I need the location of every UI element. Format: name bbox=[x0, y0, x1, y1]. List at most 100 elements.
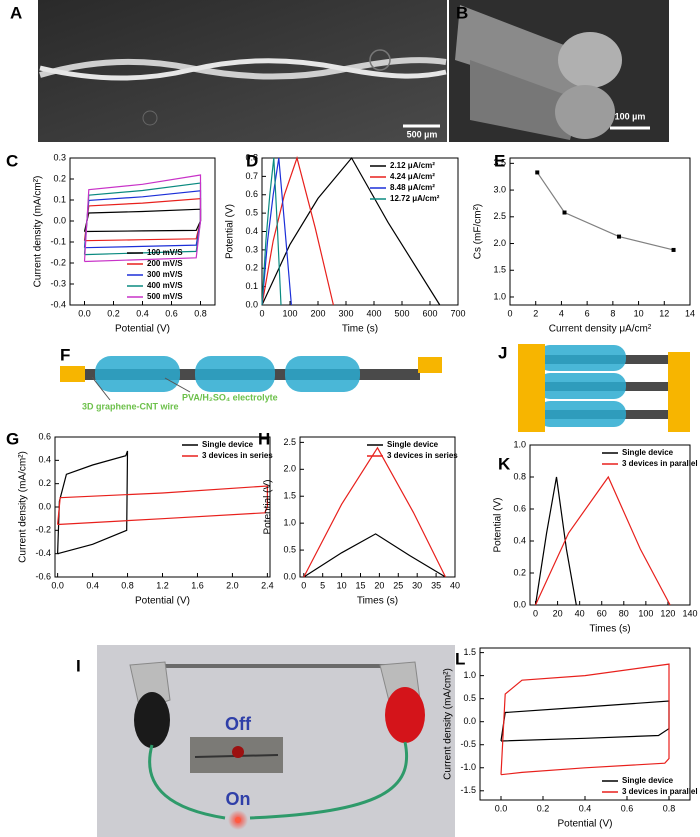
series-line bbox=[261, 155, 334, 306]
legend-label: Single device bbox=[202, 440, 254, 449]
x-tick-label: 0.0 bbox=[495, 803, 508, 813]
x-tick-label: 0.8 bbox=[121, 580, 134, 590]
panel-label: J bbox=[498, 343, 507, 362]
y-tick-label: -0.3 bbox=[50, 278, 66, 288]
x-tick-label: 500 bbox=[394, 308, 409, 318]
panel-label: C bbox=[6, 151, 18, 170]
data-point bbox=[562, 210, 567, 215]
device-diagram-j bbox=[518, 344, 690, 432]
legend-label: 4.24 μA/cm² bbox=[390, 172, 435, 181]
legend-label: 3 devices in series bbox=[387, 451, 458, 460]
y-tick-label: -0.4 bbox=[35, 548, 51, 558]
y-tick-label: 0.2 bbox=[513, 567, 526, 577]
series-line bbox=[83, 174, 202, 263]
y-tick-label: 1.5 bbox=[493, 265, 506, 275]
panel-label: I bbox=[76, 656, 81, 675]
legend-label: Single device bbox=[387, 440, 439, 449]
x-tick-label: 20 bbox=[553, 608, 563, 618]
x-tick-label: 600 bbox=[422, 308, 437, 318]
y-tick-label: -0.1 bbox=[50, 236, 66, 246]
x-tick-label: 6 bbox=[585, 308, 590, 318]
x-tick-label: 20 bbox=[374, 580, 384, 590]
y-axis-label: Cs (mF/cm²) bbox=[473, 204, 484, 260]
y-tick-label: 0.5 bbox=[283, 544, 296, 554]
x-tick-label: 0 bbox=[259, 308, 264, 318]
panel-label: K bbox=[498, 454, 511, 473]
y-tick-label: 0.8 bbox=[513, 471, 526, 481]
y-tick-label: 3.5 bbox=[493, 158, 506, 168]
x-axis-label: Times (s) bbox=[357, 596, 398, 607]
x-tick-label: 140 bbox=[682, 608, 697, 618]
y-tick-label: 0.3 bbox=[53, 152, 66, 162]
y-tick-label: 0.1 bbox=[245, 281, 258, 291]
y-tick-label: 1.5 bbox=[463, 647, 476, 657]
series-line bbox=[303, 446, 447, 578]
y-axis-label: Potential (V) bbox=[263, 479, 274, 534]
y-axis-label: Potential (V) bbox=[493, 497, 504, 552]
y-axis-label: Current density (mA/cm²) bbox=[443, 668, 454, 780]
x-axis-label: Potential (V) bbox=[557, 819, 612, 830]
x-tick-label: 25 bbox=[393, 580, 403, 590]
panel-label: G bbox=[6, 429, 19, 448]
x-tick-label: 0.4 bbox=[86, 580, 99, 590]
y-tick-label: 0.8 bbox=[245, 152, 258, 162]
y-tick-label: 0.0 bbox=[463, 716, 476, 726]
panel-label: H bbox=[258, 429, 270, 448]
series-line bbox=[83, 182, 202, 256]
y-tick-label: 2.5 bbox=[283, 437, 296, 447]
x-axis-label: Potential (V) bbox=[135, 596, 190, 607]
y-tick-label: 0.4 bbox=[513, 535, 526, 545]
data-point bbox=[671, 247, 676, 252]
x-tick-label: 200 bbox=[310, 308, 325, 318]
x-tick-label: 300 bbox=[338, 308, 353, 318]
x-tick-label: 2.0 bbox=[226, 580, 239, 590]
y-tick-label: 0.0 bbox=[38, 501, 51, 511]
x-tick-label: 0.0 bbox=[51, 580, 64, 590]
x-tick-label: 2 bbox=[533, 308, 538, 318]
x-tick-label: 0.4 bbox=[579, 803, 592, 813]
series-line bbox=[57, 450, 129, 555]
panel-label: L bbox=[455, 649, 465, 668]
y-tick-label: -0.6 bbox=[35, 571, 51, 581]
sem-image-b: 100 µm bbox=[449, 0, 669, 142]
series-line bbox=[57, 485, 268, 526]
off-label: Off bbox=[225, 714, 252, 734]
y-tick-label: 0.5 bbox=[245, 208, 258, 218]
y-tick-label: 0.0 bbox=[513, 599, 526, 609]
series-line bbox=[261, 157, 282, 306]
panel-label: B bbox=[456, 3, 468, 22]
plot-frame bbox=[299, 436, 456, 578]
y-tick-label: 0.4 bbox=[38, 455, 51, 465]
y-tick-label: 1.0 bbox=[283, 518, 296, 528]
series-line bbox=[500, 700, 670, 742]
x-axis-label: Time (s) bbox=[342, 324, 378, 335]
sem-image-a: 500 µm bbox=[38, 0, 447, 142]
series-line bbox=[261, 157, 292, 306]
x-tick-label: 40 bbox=[575, 608, 585, 618]
x-tick-label: 0.8 bbox=[194, 308, 207, 318]
legend-label: 400 mV/S bbox=[147, 281, 183, 290]
x-tick-label: 5 bbox=[320, 580, 325, 590]
legend-label: 100 mV/S bbox=[147, 248, 183, 257]
x-tick-label: 0.0 bbox=[78, 308, 91, 318]
legend-label: Single device bbox=[622, 448, 674, 457]
legend-label: 3 devices in series bbox=[202, 451, 273, 460]
data-point bbox=[617, 234, 622, 239]
x-tick-label: 100 bbox=[282, 308, 297, 318]
x-tick-label: 0.6 bbox=[165, 308, 178, 318]
x-tick-label: 0.4 bbox=[136, 308, 149, 318]
y-tick-label: 2.5 bbox=[493, 211, 506, 221]
y-tick-label: 0.2 bbox=[245, 263, 258, 273]
legend-label: 3 devices in parallel bbox=[622, 787, 698, 796]
x-tick-label: 700 bbox=[450, 308, 465, 318]
y-tick-label: -1.0 bbox=[460, 762, 476, 772]
x-tick-label: 14 bbox=[685, 308, 695, 318]
x-tick-label: 8 bbox=[610, 308, 615, 318]
x-axis-label: Times (s) bbox=[589, 624, 630, 635]
y-tick-label: 0.3 bbox=[245, 244, 258, 254]
legend-label: 8.48 μA/cm² bbox=[390, 183, 435, 192]
scale-bar-label: 500 µm bbox=[407, 129, 438, 139]
x-tick-label: 35 bbox=[431, 580, 441, 590]
device-photo bbox=[97, 645, 455, 837]
